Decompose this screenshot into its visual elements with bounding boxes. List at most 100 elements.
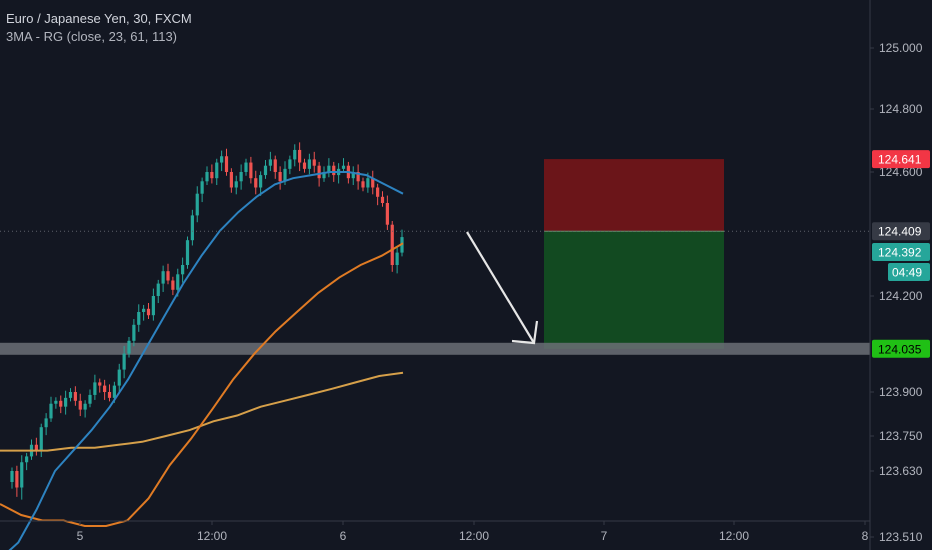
candle[interactable] [356,164,360,190]
candle[interactable] [44,413,48,436]
candle-body [112,385,116,398]
candle[interactable] [273,155,277,179]
candle[interactable] [244,158,248,176]
candle[interactable] [395,247,399,274]
candle-body [83,403,87,410]
candle[interactable] [234,175,238,195]
symbol-title[interactable]: Euro / Japanese Yen, 30, FXCM [6,11,192,26]
candle[interactable] [312,151,316,173]
price-tag[interactable]: 124.409 [872,222,930,241]
candle-body [244,162,248,172]
candle[interactable] [224,148,229,176]
price-tag[interactable]: 124.392 [872,243,930,261]
take-profit-zone[interactable] [544,231,724,349]
arrow-head [511,320,539,345]
x-tick-label: 12:00 [719,529,749,543]
candle[interactable] [20,455,24,500]
candle[interactable] [190,209,194,246]
candle[interactable] [107,384,112,402]
candle[interactable] [376,183,380,206]
indicator-label[interactable]: 3MA - RG (close, 23, 61, 113) [6,29,177,44]
candle[interactable] [263,160,268,179]
candle[interactable] [205,166,209,186]
candle[interactable] [181,257,185,283]
candle-body [156,283,160,296]
candle[interactable] [298,142,302,172]
candle[interactable] [93,374,97,400]
candle[interactable] [161,265,165,292]
time-axis[interactable]: 5 12:00 6 12:00 7 12:00 8 [77,521,869,543]
candle[interactable] [34,437,38,456]
candle[interactable] [361,177,365,192]
candle[interactable] [195,186,199,223]
candle[interactable] [10,467,14,489]
candle[interactable] [68,388,73,402]
candle[interactable] [151,288,155,321]
candle[interactable] [254,170,258,195]
candle[interactable] [259,171,263,196]
price-tag[interactable]: 04:49 [888,263,930,281]
candle[interactable] [171,276,175,296]
candle-body [200,181,204,194]
candle[interactable] [302,158,307,173]
candle[interactable] [25,452,29,471]
candle[interactable] [127,336,131,358]
candle[interactable] [351,166,355,186]
candle[interactable] [142,304,146,321]
candle[interactable] [371,170,375,195]
candle-body [229,172,233,188]
candle[interactable] [215,158,219,186]
candle[interactable] [220,150,224,172]
candle[interactable] [278,166,282,190]
candle[interactable] [239,164,243,190]
price-axis[interactable]: 125.000 124.800 124.600 124.200 123.900 123.7… [870,41,923,544]
support-band[interactable] [0,342,870,355]
candle[interactable] [122,345,126,379]
candle[interactable] [73,386,77,406]
candle[interactable] [49,396,53,422]
down-arrow-annotation[interactable] [466,231,539,345]
price-tag[interactable]: 124.641 [872,150,930,169]
candle[interactable] [59,395,63,414]
stop-loss-zone[interactable] [544,159,724,232]
candle[interactable] [390,220,394,272]
candle[interactable] [200,177,204,203]
candle[interactable] [385,195,389,230]
candle[interactable] [78,393,82,417]
candle[interactable] [268,151,272,172]
candle[interactable] [88,389,92,408]
candle-body [259,175,263,188]
candle[interactable] [322,166,326,182]
candle-body [371,178,375,188]
candle[interactable] [146,303,151,320]
candle-body [239,172,243,182]
candle[interactable] [156,279,160,304]
candle[interactable] [64,390,68,415]
candle-body [249,162,253,179]
candle[interactable] [15,465,19,497]
candle-body [176,274,180,290]
ma-fast-line[interactable] [0,171,404,550]
candle[interactable] [166,263,170,285]
candle[interactable] [293,144,297,167]
price-tag-label: 04:49 [892,266,922,280]
candle[interactable] [185,236,190,269]
candle[interactable] [117,363,121,393]
candle[interactable] [137,304,141,332]
candle[interactable] [229,168,233,193]
candle[interactable] [54,397,58,409]
y-tick-label: 123.630 [879,464,923,478]
candle[interactable] [249,156,253,184]
candle[interactable] [380,191,385,207]
candle[interactable] [83,400,87,418]
candle[interactable] [132,319,136,347]
candle[interactable] [98,378,102,393]
candle[interactable] [307,153,311,175]
candle[interactable] [103,379,107,400]
candle[interactable] [210,164,214,184]
candle[interactable] [341,158,346,173]
price-tag[interactable]: 124.035 [872,339,930,358]
candle[interactable] [288,155,292,175]
candle[interactable] [327,158,331,178]
